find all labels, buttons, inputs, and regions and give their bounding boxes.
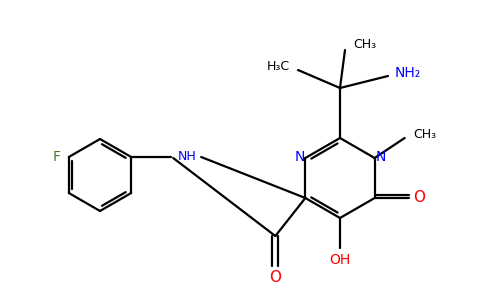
- Text: F: F: [53, 150, 61, 164]
- Text: NH: NH: [178, 151, 197, 164]
- Text: O: O: [270, 271, 281, 286]
- Text: CH₃: CH₃: [353, 38, 377, 52]
- Text: O: O: [413, 190, 424, 206]
- Text: H₃C: H₃C: [266, 61, 289, 74]
- Text: N: N: [294, 150, 304, 164]
- Text: N: N: [376, 150, 386, 164]
- Text: NH₂: NH₂: [395, 66, 421, 80]
- Text: OH: OH: [330, 253, 350, 267]
- Text: CH₃: CH₃: [413, 128, 436, 142]
